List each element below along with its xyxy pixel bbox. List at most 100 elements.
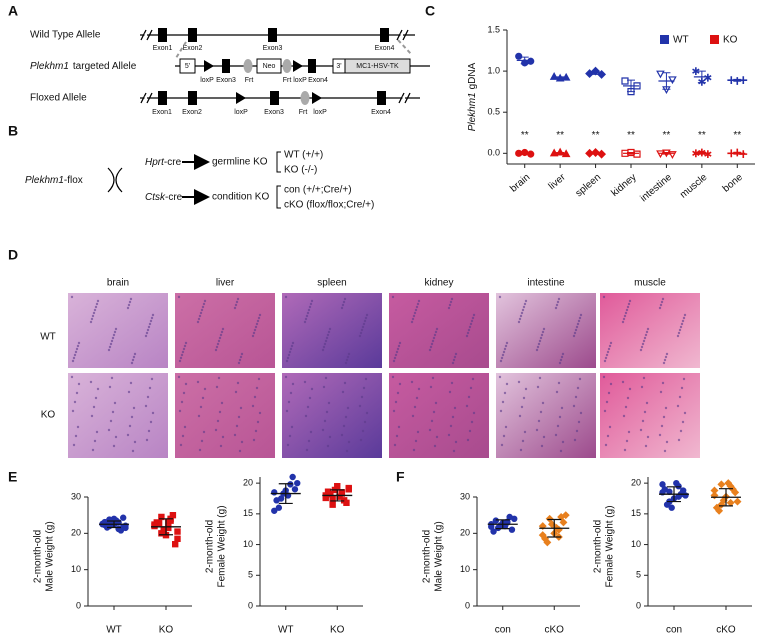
nucleus [304,414,308,418]
nucleus [327,330,331,334]
nucleus [664,406,668,410]
nucleus [499,409,503,413]
nucleus [347,440,351,444]
label: Exon1 [153,45,173,52]
nucleus [200,439,204,443]
histology-image [175,373,275,458]
nucleus [504,344,508,348]
label: liver [216,278,235,289]
label-rest: targeted Allele [73,61,137,72]
nucleus [519,314,523,318]
error-bar [733,78,742,82]
nucleus [323,342,327,346]
nucleus [183,425,187,429]
nucleus [215,385,219,389]
data-point [345,484,352,492]
nucleus [236,381,240,385]
y-tick-label: 10 [460,564,470,574]
error-bar [697,70,706,84]
histology-image [600,373,700,458]
box [179,58,196,74]
nucleus [622,414,626,418]
nucleus [361,325,365,329]
nucleus [328,327,332,331]
nucleus [203,387,207,391]
nucleus [609,382,613,386]
nucleus [327,401,331,405]
nucleus [417,387,421,391]
nucleus [328,435,332,439]
box [158,91,167,105]
annotation: ** [556,130,564,141]
nucleus [129,297,133,301]
data-point [291,486,299,493]
y-tick-label: 15 [243,508,253,518]
nucleus [239,406,243,410]
nucleus [430,419,434,423]
y-tick-label: 0.0 [487,148,500,158]
nucleus [340,433,344,437]
nucleus [557,381,561,385]
loxp-triangle [236,92,246,104]
data-point [733,497,742,506]
nucleus [220,401,224,405]
nucleus [110,376,114,380]
data-point [668,504,675,511]
nucleus [498,295,502,299]
data-point [273,497,280,504]
nucleus [179,443,183,447]
nucleus [284,375,288,379]
x-tick-label: intestine [638,172,674,205]
nucleus [128,300,132,304]
frt-site [243,59,253,73]
nucleus [77,341,81,345]
nucleus [183,344,187,348]
nucleus [177,375,181,379]
nucleus [147,325,151,329]
nucleus [536,345,540,349]
nucleus [625,308,629,312]
nucleus [342,424,346,428]
nucleus [179,356,183,360]
y-tick-label: 15 [631,508,641,518]
nucleus [645,401,649,405]
nucleus [471,316,475,320]
nucleus [658,306,662,310]
nucleus [523,302,527,306]
break-mark [140,29,153,41]
nucleus [576,322,580,326]
break-gap [400,33,403,37]
nucleus [345,449,349,453]
nucleus [303,320,307,324]
box [158,28,167,42]
nucleus [236,297,240,301]
nucleus [310,387,314,391]
nucleus [679,325,683,329]
label: KO (-/-) [284,165,317,176]
annotation: ** [733,130,741,141]
nucleus [286,356,290,360]
label: loxP [200,77,214,84]
nucleus [624,311,628,315]
label: Neo [263,63,276,70]
nucleus [537,342,541,346]
annotation: ** [698,130,706,141]
x-tick-label: kidney [609,172,638,199]
nucleus [321,428,325,432]
box [268,28,277,42]
nucleus [628,299,632,303]
bracket [276,185,281,209]
nucleus [602,295,606,299]
nucleus [417,299,421,303]
nucleus [416,302,420,306]
y-axis-label: 2-month-old [33,530,44,583]
nucleus [148,386,152,390]
nucleus [604,443,608,447]
error-bar [278,483,293,505]
error-bar [159,518,173,536]
nucleus [538,339,542,343]
nucleus [203,299,207,303]
nucleus [641,342,645,346]
label: Hprt-cre [145,157,182,168]
gene-name: Ctsk [145,192,166,203]
